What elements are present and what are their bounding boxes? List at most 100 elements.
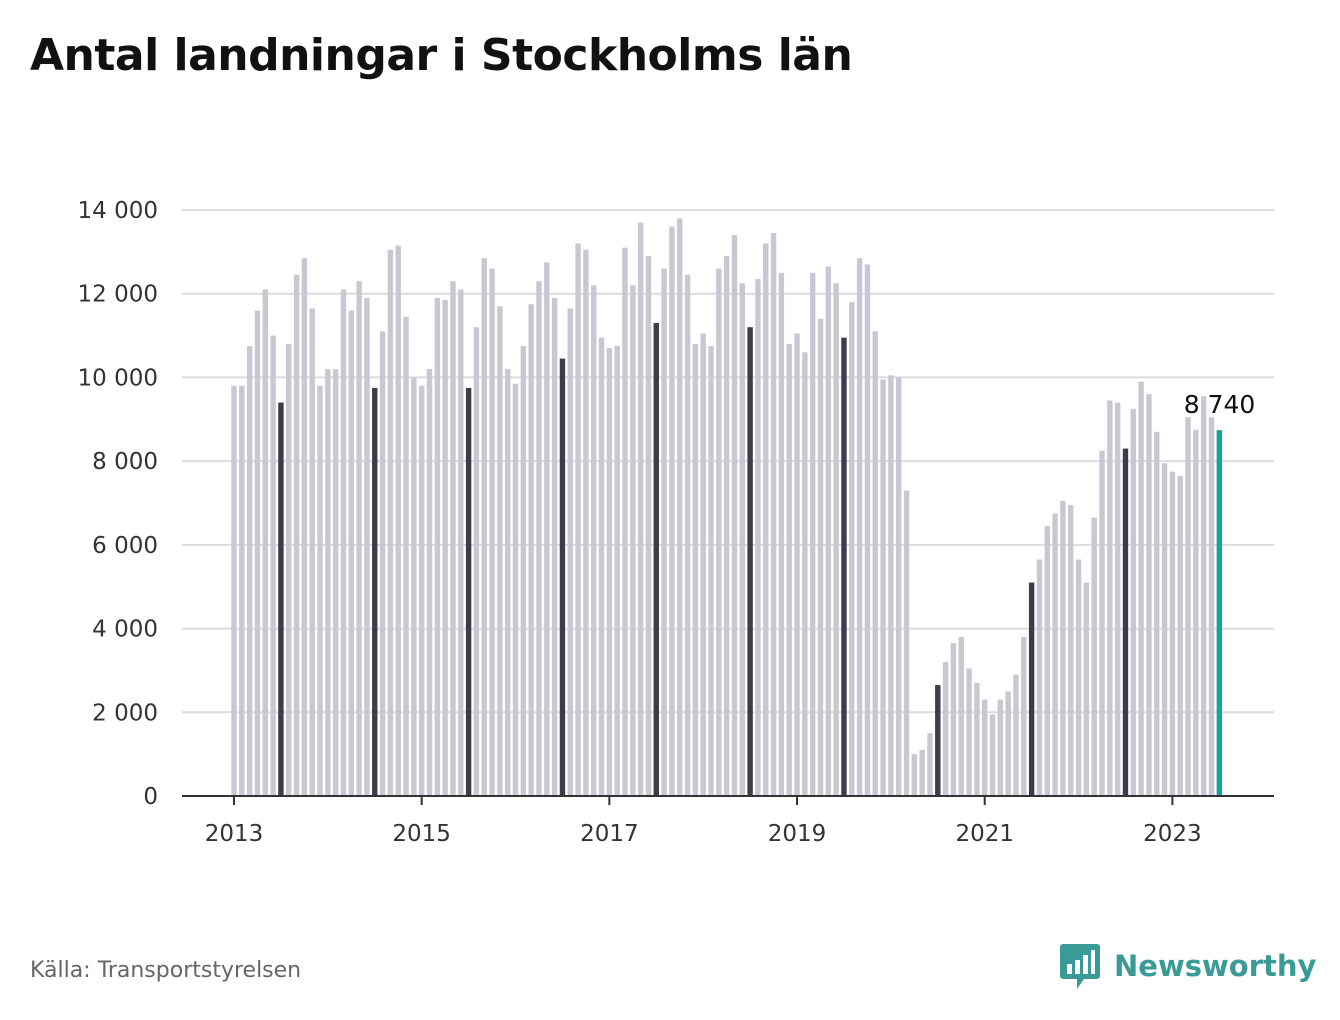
bar [458,289,464,796]
bar [786,343,792,796]
bar [856,258,863,796]
bar [653,323,659,796]
bar [278,402,284,796]
bar [286,343,292,796]
x-tick-label: 2013 [205,821,264,847]
bars [231,218,1223,797]
bar [583,249,589,796]
bar [1114,402,1121,796]
source-note: Källa: Transportstyrelsen [30,958,302,983]
bar [340,289,347,796]
bar [911,754,918,796]
annotations: 8 740 [1184,390,1256,419]
bar [1208,417,1215,796]
bar [864,264,871,796]
y-tick-label: 8 000 [92,449,158,475]
bar [301,258,308,796]
bar [1005,691,1011,796]
bar [411,377,417,796]
bar [700,333,706,796]
bar [1044,526,1050,796]
bar [246,346,253,796]
bar [770,233,777,796]
newsworthy-logo-icon [1060,944,1100,989]
bar [1200,396,1207,796]
bar [293,274,300,796]
bar [512,383,519,796]
bar [364,297,370,796]
bar [262,289,268,796]
brand-name: Newsworthy [1114,949,1317,983]
bar [880,379,886,796]
bar [473,327,480,796]
bar [1099,450,1105,796]
bar [1138,381,1144,796]
bar [1193,429,1199,796]
bar [747,327,753,796]
bar [919,749,925,796]
bar [465,387,472,796]
bar [434,297,441,796]
bar [982,699,988,796]
bar [591,285,597,796]
bar [332,369,339,796]
bar [755,279,761,796]
bar [614,346,620,796]
bar [567,308,573,796]
bar [966,668,972,796]
bar [544,262,550,796]
bar [379,331,386,796]
bar [356,281,362,796]
bar [239,385,245,796]
bar [731,235,738,797]
bar [1185,417,1191,796]
bar [958,636,964,796]
y-tick-label: 0 [143,784,158,810]
bar [888,375,894,796]
bar [442,299,448,796]
bar [692,343,699,796]
bar [1036,559,1043,796]
bar [1146,394,1152,796]
bar [489,268,495,797]
bar [418,385,425,796]
bar [1068,505,1074,796]
bar [1169,471,1176,796]
chart-title: Antal landningar i Stockholms län [30,30,853,81]
bar [309,308,315,796]
bar [661,268,667,797]
bar [927,733,933,796]
bar [637,222,644,796]
bar [231,385,237,796]
bar [669,226,675,797]
bar [739,283,745,796]
bar [935,685,941,796]
bar [1122,448,1129,796]
bar [630,285,636,796]
y-tick-label: 10 000 [78,365,158,391]
axes: 0 2 000 4 000 6 000 8 000 10 000 12 000 14 000 2… [78,198,1274,847]
bar [1028,582,1035,796]
landings-bar-chart: 0 2 000 4 000 6 000 8 000 10 000 12 000 14 000 2… [78,198,1274,847]
bar [1021,636,1027,796]
bar [606,348,613,796]
bar [872,331,878,796]
bar [270,335,276,796]
bar [497,306,503,796]
bar [1091,517,1097,796]
y-tick-label: 2 000 [92,700,158,726]
bar [536,281,542,796]
bar [551,297,558,796]
bar [450,281,456,796]
bar [1013,674,1019,796]
bar [841,337,847,796]
bar [1216,430,1223,796]
brand[interactable]: Newsworthy [1060,942,1316,990]
bar [520,346,527,796]
bar [809,272,816,796]
bar [505,369,511,796]
bar [598,337,605,796]
x-tick-label: 2015 [392,821,451,847]
bar [622,247,628,797]
bar [677,218,683,796]
